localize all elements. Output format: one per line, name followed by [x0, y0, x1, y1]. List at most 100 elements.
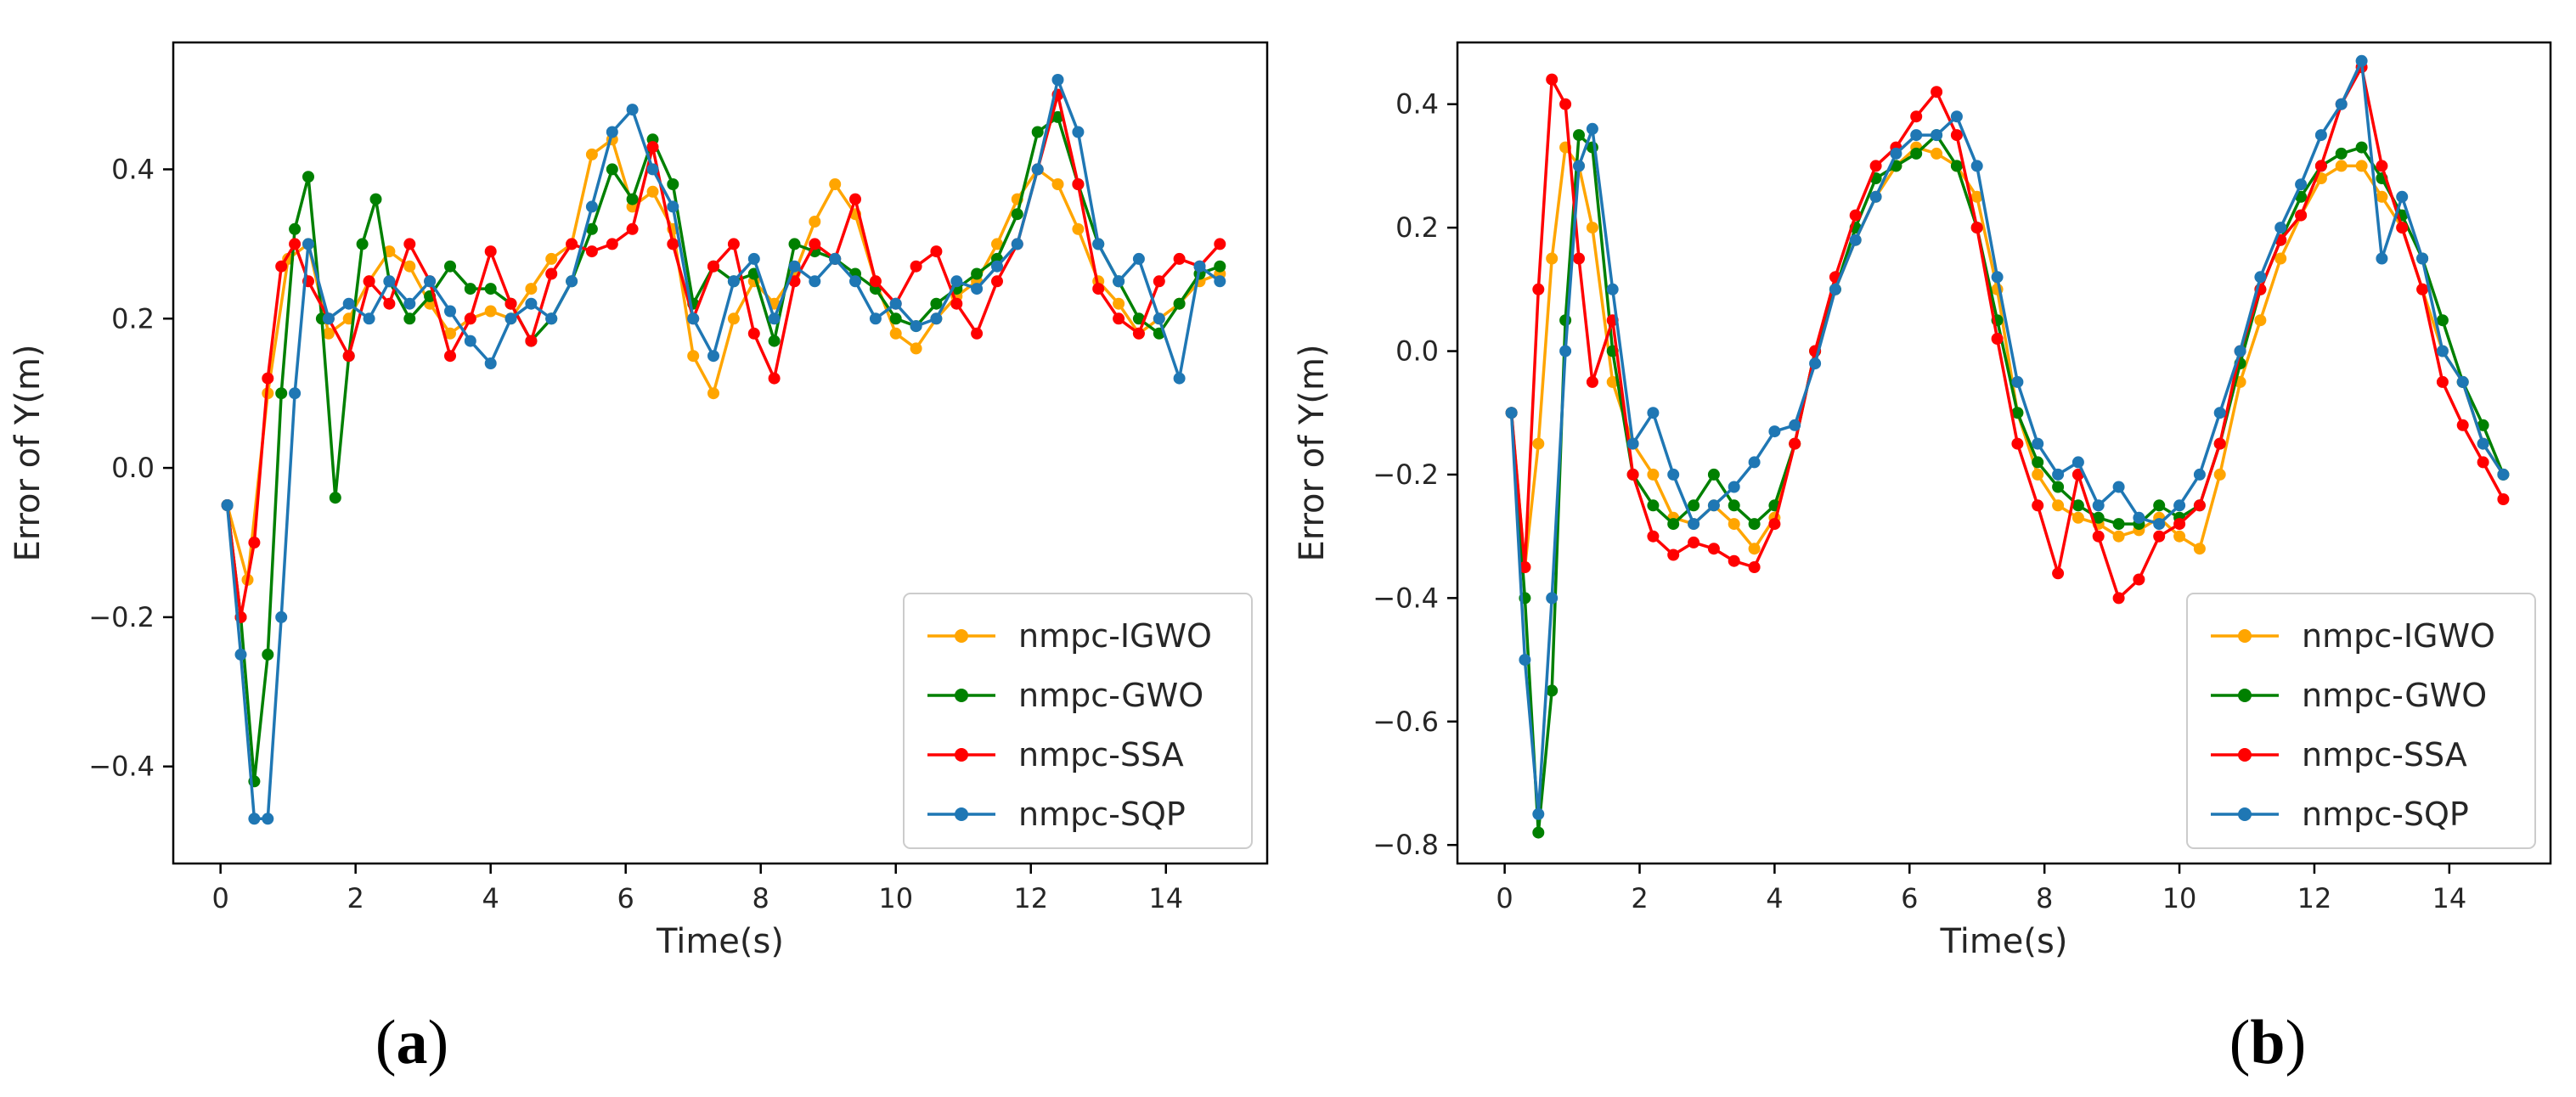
data-point	[1910, 129, 1923, 142]
data-point	[275, 610, 288, 623]
data-point	[2092, 499, 2105, 512]
data-point	[950, 275, 963, 288]
data-point	[1153, 312, 1165, 325]
data-point	[525, 335, 538, 347]
data-point	[1519, 561, 1531, 573]
data-point	[646, 141, 659, 154]
data-point	[2112, 592, 2125, 605]
data-point	[1606, 283, 1619, 295]
x-tick-label: 4	[1766, 882, 1783, 914]
data-point	[2173, 518, 2186, 531]
data-point	[1829, 283, 1841, 295]
data-point	[585, 222, 598, 235]
x-axis-label: Time(s)	[1940, 922, 2068, 961]
data-point	[2092, 511, 2105, 524]
data-point	[1910, 147, 1923, 160]
data-point	[585, 148, 598, 160]
data-point	[1688, 499, 1700, 512]
data-point	[2173, 499, 2186, 512]
data-point	[747, 327, 760, 340]
data-point	[1950, 160, 1963, 172]
x-tick-label: 2	[347, 882, 364, 914]
data-point	[525, 297, 538, 310]
data-point	[566, 238, 578, 250]
series-line	[1509, 133, 2506, 835]
data-point	[788, 238, 801, 250]
data-point	[221, 499, 234, 511]
legend-label: nmpc-GWO	[1018, 677, 1203, 714]
data-point	[747, 252, 760, 265]
data-point	[2193, 499, 2206, 512]
data-point	[2213, 468, 2226, 481]
data-point	[971, 327, 984, 340]
data-point	[444, 327, 456, 340]
y-tick-label: −0.4	[1373, 582, 1439, 614]
data-point	[829, 178, 842, 190]
data-point	[2436, 314, 2449, 327]
data-point	[1072, 178, 1085, 190]
data-point	[1072, 222, 1085, 235]
data-point	[1011, 208, 1023, 221]
x-tick-label: 10	[878, 882, 913, 914]
data-point	[1573, 160, 1585, 172]
data-point	[1532, 283, 1545, 295]
panel-label-b-text: b	[2250, 1008, 2285, 1077]
data-point	[1950, 110, 1963, 123]
data-point	[1626, 468, 1639, 481]
data-point	[424, 275, 437, 288]
data-point	[2072, 499, 2084, 512]
data-point	[2335, 98, 2348, 110]
data-point	[2416, 283, 2429, 295]
data-point	[2032, 499, 2044, 512]
data-point	[1688, 518, 1700, 531]
data-point	[910, 342, 922, 355]
plot-frame	[1456, 41, 2552, 865]
data-point	[1132, 252, 1145, 265]
data-point	[1849, 233, 1862, 246]
x-tick-label: 10	[2162, 882, 2197, 914]
legend-item: nmpc-SSA	[2211, 736, 2467, 774]
data-point	[1606, 375, 1619, 388]
data-point	[727, 275, 740, 288]
data-point	[869, 312, 882, 325]
y-tick-label: 0.4	[1395, 88, 1439, 121]
data-point	[2456, 419, 2469, 431]
data-point	[248, 537, 261, 548]
data-point	[1728, 499, 1740, 512]
data-point	[262, 648, 274, 661]
x-axis-label: Time(s)	[656, 922, 784, 961]
data-point	[667, 178, 679, 190]
data-point	[788, 275, 801, 288]
data-point	[1728, 518, 1740, 531]
data-point	[2274, 222, 2287, 234]
data-point	[1051, 74, 1064, 86]
y-tick-label: −0.4	[88, 751, 155, 783]
data-point	[1667, 468, 1680, 481]
data-point	[1728, 554, 1740, 567]
data-point	[707, 260, 719, 273]
x-tick-label: 0	[1496, 882, 1513, 914]
data-point	[1970, 222, 1983, 234]
data-point	[849, 193, 861, 205]
data-point	[2112, 530, 2125, 543]
data-point	[2436, 375, 2449, 388]
x-tick-label: 12	[2297, 882, 2332, 914]
data-point	[667, 238, 679, 250]
data-point	[1869, 160, 1882, 172]
data-point	[464, 312, 476, 325]
series-line	[225, 93, 1221, 619]
legend-box	[2186, 593, 2536, 849]
data-point	[2133, 573, 2145, 586]
y-tick-label: −0.2	[88, 601, 155, 633]
data-point	[1132, 327, 1145, 340]
data-point	[1970, 190, 1983, 203]
legend-marker	[955, 689, 968, 702]
y-axis-label: Error of Y(m)	[8, 344, 48, 561]
data-point	[1970, 160, 1983, 172]
data-point	[1931, 129, 1943, 142]
data-point	[545, 252, 558, 265]
panel-label-b: (b)	[2229, 1008, 2306, 1077]
data-point	[646, 163, 659, 176]
data-point	[1173, 297, 1186, 310]
data-point	[889, 297, 902, 310]
